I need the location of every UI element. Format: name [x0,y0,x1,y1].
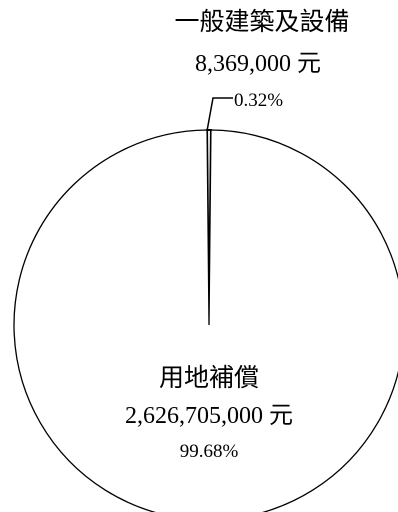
slice-label-large: 用地補償 [159,364,259,392]
slice-value-large: 2,626,705,000 元 [125,403,293,429]
pie-slice-land-compensation [13,129,398,512]
slice-percent-small: 0.32% [234,90,283,111]
slice-percent-large: 99.68% [180,441,239,462]
slice-value-small: 8,369,000 元 [195,51,321,77]
slice-label-small: 一般建築及設備 [174,8,349,36]
small-slice-leader-line [206,97,233,132]
